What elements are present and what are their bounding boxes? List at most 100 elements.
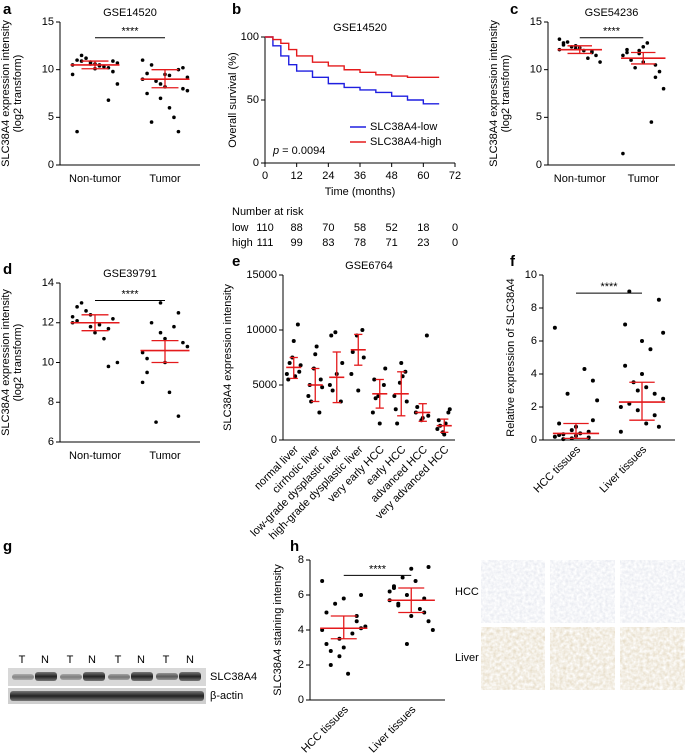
data-point (333, 601, 338, 606)
data-point (430, 628, 435, 632)
data-point (569, 428, 574, 433)
data-point (163, 336, 167, 341)
data-point (314, 344, 319, 349)
x-tick-label: Liver tissues (597, 443, 649, 495)
data-point (158, 330, 163, 335)
risk-count: 18 (417, 222, 429, 234)
y-axis-label: SLC38A4 expression intensity (0, 20, 12, 167)
y-tick-label: 4 (298, 624, 304, 636)
row-label: Liver (455, 652, 479, 664)
data-point (561, 43, 566, 47)
data-point (340, 361, 345, 365)
y-axis-label: SLC38A4 expression intensity (222, 284, 234, 431)
data-point (324, 610, 329, 615)
data-point (372, 377, 377, 382)
data-point (640, 339, 644, 343)
y-tick-label: 10 (530, 64, 542, 76)
data-point (391, 586, 396, 590)
panel: e GSE6764 SLC38A4 expression intensity 0 500… (222, 253, 455, 542)
data-point (582, 367, 587, 372)
y-tick-label: 0 (253, 157, 259, 169)
data-point (167, 390, 172, 395)
data-point (623, 322, 628, 327)
data-point (320, 579, 325, 583)
data-point (373, 396, 378, 401)
data-point (381, 383, 386, 387)
risk-row-label: high (232, 237, 253, 249)
data-point (349, 372, 354, 376)
data-point (284, 372, 289, 376)
x-tick-label: Tumor (149, 450, 181, 462)
data-point (400, 575, 405, 580)
data-point (657, 69, 662, 74)
data-point (417, 607, 422, 611)
data-point (590, 418, 595, 423)
p-value: p = 0.0094 (272, 145, 325, 157)
y-tick-label: 4 (531, 368, 537, 380)
data-point (158, 82, 163, 86)
y-axis-label: (log2 transform) (500, 55, 512, 133)
y-tick-label: 6 (531, 335, 537, 347)
data-point (97, 322, 102, 327)
risk-count: 83 (322, 237, 334, 249)
risk-count: 23 (417, 237, 429, 249)
data-point (387, 589, 392, 594)
data-point (557, 421, 562, 426)
chart-title: GSE39791 (103, 268, 157, 280)
data-point (172, 115, 176, 120)
y-tick-label: 5 (536, 111, 542, 123)
data-point (172, 324, 176, 329)
data-point (629, 58, 633, 62)
data-point (79, 301, 84, 305)
y-axis-label: Relative expression of SLC38A4 (505, 278, 517, 436)
y-axis-label: SLC38A4 staining intensity (272, 564, 284, 696)
data-point (436, 418, 441, 423)
y-tick-label: 10 (42, 356, 54, 368)
y-tick-label: 15 (530, 16, 542, 28)
data-point (645, 41, 650, 45)
data-point (565, 391, 570, 396)
data-point (75, 58, 79, 62)
data-point (111, 59, 115, 63)
data-point (590, 378, 595, 383)
data-point (370, 410, 375, 415)
panel: a GSE14520 SLC38A4 expression intensity (lo… (0, 1, 200, 185)
ihc-image (481, 560, 545, 623)
y-tick-label: 0 (48, 159, 54, 171)
data-point (167, 73, 172, 78)
panel-label: f (510, 253, 516, 270)
chart-title: GSE6764 (345, 260, 393, 272)
data-point (106, 326, 111, 331)
data-point (635, 388, 640, 393)
significance-label: **** (369, 563, 387, 575)
data-point (354, 619, 359, 624)
data-point (154, 79, 158, 83)
data-point (627, 289, 632, 294)
data-point (324, 642, 329, 646)
data-point (93, 330, 97, 335)
ihc-images: HCC Liver (455, 560, 685, 690)
data-point (167, 106, 172, 110)
data-point (557, 37, 562, 41)
annotation-part: p (272, 145, 279, 157)
data-point (404, 399, 409, 404)
data-point (395, 421, 400, 426)
x-tick-label: Liver tissues (367, 703, 419, 753)
data-point (377, 421, 382, 426)
data-point (656, 424, 661, 429)
data-point (75, 129, 79, 134)
ihc-image (481, 627, 545, 690)
data-point (552, 325, 557, 330)
data-point (447, 407, 452, 412)
risk-count: 88 (291, 222, 303, 234)
data-point (330, 388, 335, 393)
data-point (350, 631, 355, 636)
risk-count: 52 (386, 222, 398, 234)
data-point (291, 339, 296, 343)
data-point (640, 372, 644, 376)
blot-strip (8, 668, 206, 686)
western-blot: g SLC38A4 β-actin (3, 538, 257, 704)
legend-label: SLC38A4-low (370, 121, 437, 133)
data-point (623, 363, 628, 368)
data-point (79, 53, 84, 58)
